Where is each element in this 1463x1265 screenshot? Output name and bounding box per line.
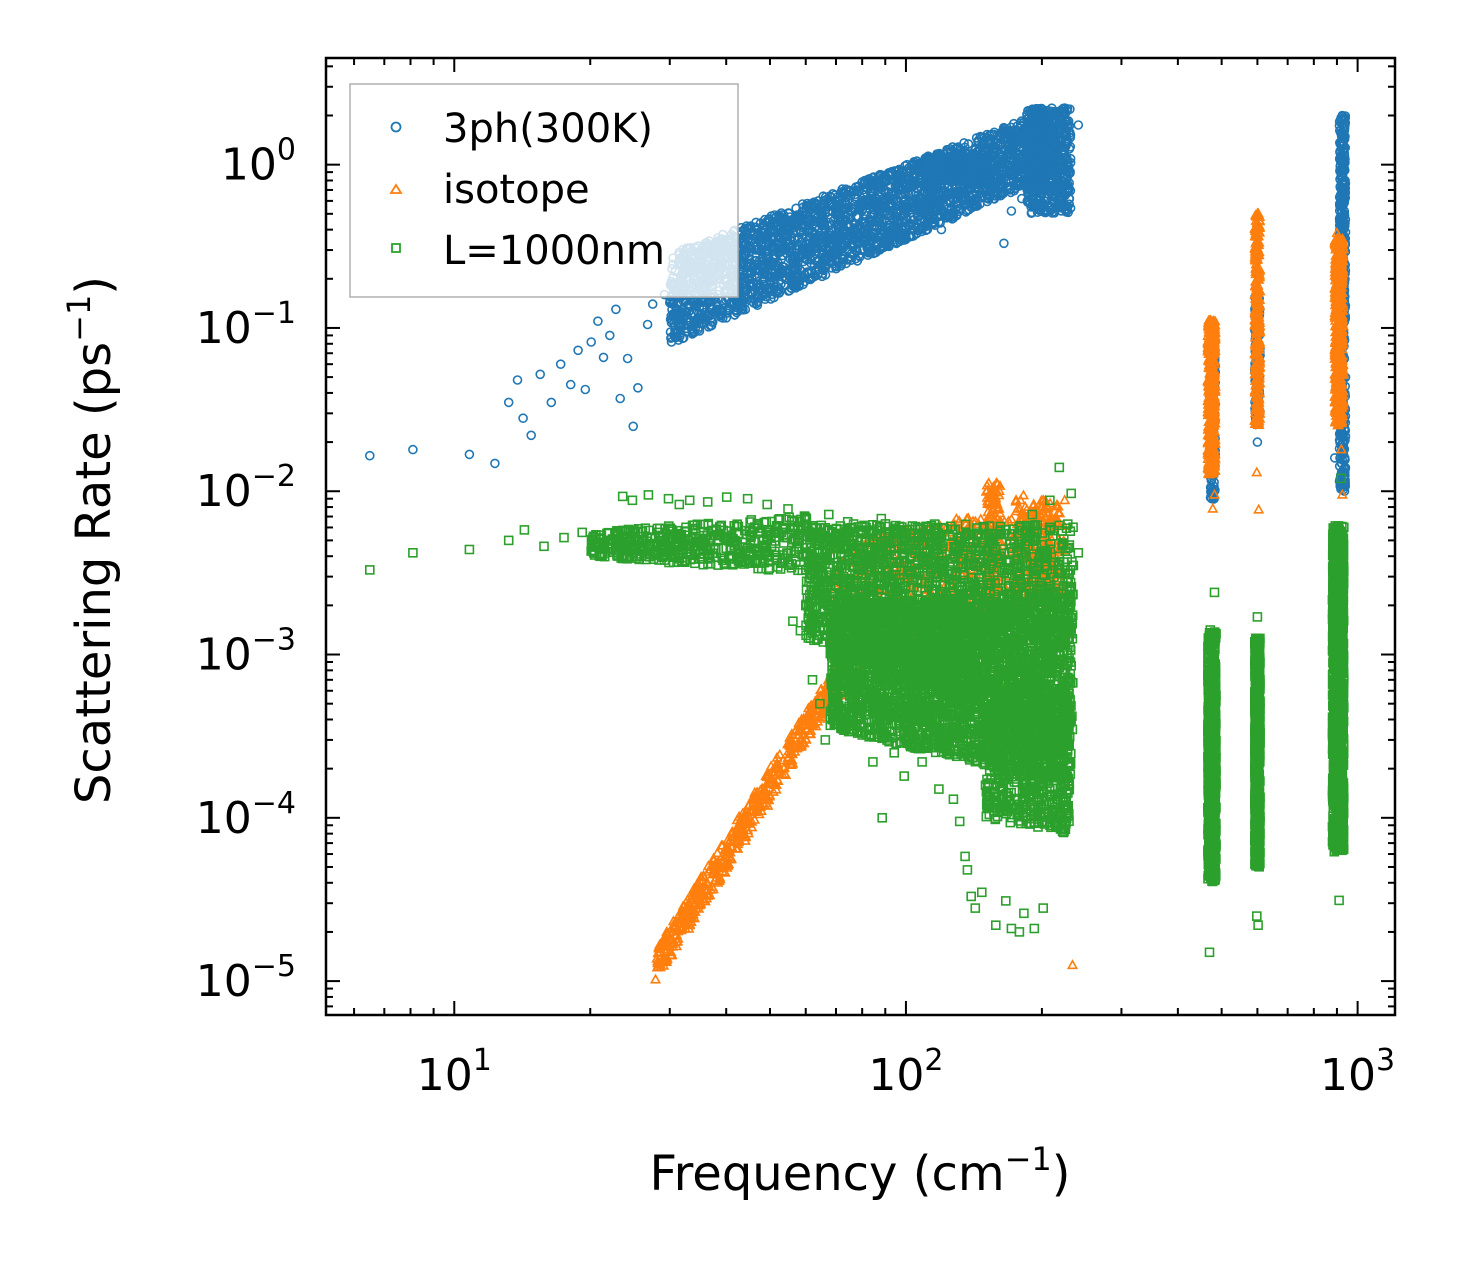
scattering-rate-chart: 101 102 10310010−110−210−310−410−5 Frequen…	[0, 0, 1463, 1265]
